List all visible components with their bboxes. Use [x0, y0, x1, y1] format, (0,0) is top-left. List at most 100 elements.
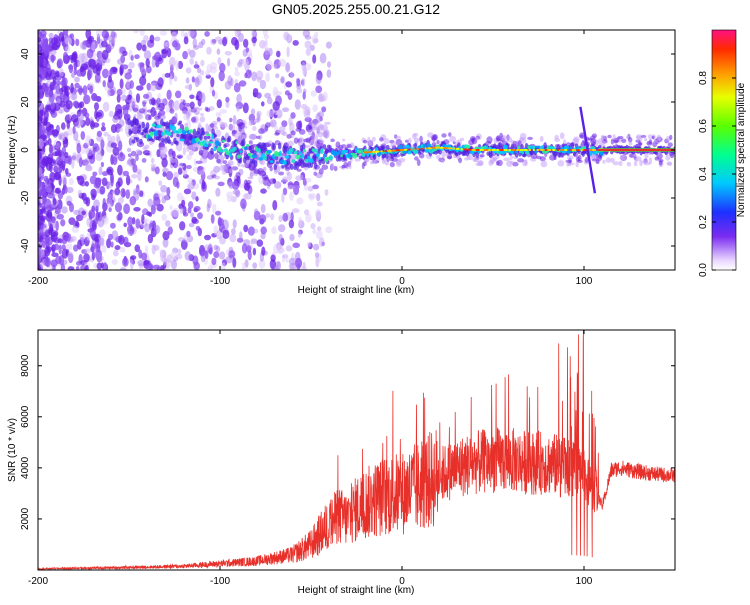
haze-blob — [519, 137, 525, 142]
haze-blob — [634, 157, 638, 163]
ridge-hotspot — [368, 151, 372, 154]
haze-blob — [572, 138, 579, 145]
noise-blob — [285, 81, 293, 88]
noise-blob — [232, 257, 237, 268]
haze-blob — [184, 102, 191, 107]
noise-blob — [47, 63, 51, 74]
haze-blob — [459, 137, 465, 141]
noise-blob — [205, 70, 211, 76]
noise-blob — [156, 149, 161, 158]
noise-blob — [112, 146, 120, 156]
ridge-core — [266, 149, 273, 154]
ridge-hotspot — [544, 148, 548, 152]
noise-blob — [90, 120, 95, 130]
noise-blob — [171, 259, 177, 270]
ridge-hotspot — [399, 148, 404, 152]
noise-blob — [69, 92, 76, 100]
noise-blob — [96, 262, 103, 270]
noise-blob — [122, 50, 128, 56]
colorbar-gradient — [712, 30, 736, 270]
noise-blob — [101, 122, 106, 127]
noise-blob — [94, 109, 98, 120]
noise-blob — [274, 264, 280, 270]
noise-blob — [98, 166, 103, 176]
noise-blob — [280, 77, 285, 84]
noise-blob — [234, 71, 241, 77]
haze-blob — [432, 134, 438, 141]
noise-blob — [111, 156, 118, 166]
ridge-hotspot — [468, 148, 472, 151]
noise-blob — [302, 108, 307, 115]
haze-blob — [237, 137, 242, 143]
noise-blob — [123, 203, 130, 215]
noise-blob — [64, 151, 69, 159]
noise-blob — [272, 101, 280, 111]
ridge-core — [219, 149, 224, 153]
noise-blob — [52, 198, 57, 206]
ridge-band — [199, 133, 203, 141]
noise-blob — [89, 228, 96, 239]
noise-blob — [266, 109, 274, 118]
noise-blob — [129, 196, 137, 206]
noise-blob — [39, 109, 44, 116]
noise-blob — [85, 196, 91, 207]
noise-blob — [147, 233, 154, 244]
y-tick-label: 2000 — [20, 507, 31, 530]
noise-blob — [189, 49, 196, 58]
haze-blob — [540, 160, 548, 168]
noise-blob — [117, 164, 123, 176]
haze-blob — [330, 138, 335, 143]
noise-blob — [38, 66, 42, 75]
ridge-band — [140, 132, 144, 136]
noise-blob — [77, 53, 86, 63]
snr-y-axis: 2000 4000 6000 8000 — [20, 354, 675, 530]
haze-blob — [144, 144, 150, 150]
noise-blob — [236, 105, 240, 112]
noise-blob — [77, 239, 82, 250]
haze-blob — [298, 129, 306, 135]
noise-blob — [70, 235, 77, 242]
haze-blob — [148, 114, 152, 121]
noise-blob — [127, 216, 134, 227]
noise-blob — [274, 90, 283, 96]
ridge-hotspot — [435, 146, 441, 149]
ridge-core — [181, 129, 187, 135]
colorbar-frame — [711, 29, 737, 271]
haze-blob — [499, 132, 503, 139]
noise-blob — [169, 205, 173, 210]
haze-blob — [607, 134, 612, 139]
noise-blob — [200, 59, 205, 67]
noise-blob — [230, 77, 234, 87]
noise-blob — [314, 252, 320, 259]
y-tick-label: -40 — [20, 238, 31, 253]
haze-blob — [414, 156, 419, 161]
haze-blob — [194, 106, 200, 110]
spectrogram-x-axis: -200 -100 0 100 — [28, 30, 593, 287]
ridge-core — [151, 123, 156, 127]
ridge-core — [228, 152, 232, 158]
ridge-core — [359, 149, 363, 154]
noise-blob — [65, 243, 73, 251]
noise-blob — [38, 205, 41, 216]
noise-blob — [266, 96, 273, 105]
noise-blob — [60, 79, 67, 88]
ridge-core — [426, 143, 432, 149]
noise-blob — [250, 30, 257, 38]
ridge-core — [307, 155, 311, 159]
noise-blob — [240, 198, 247, 209]
ridge-core — [332, 150, 338, 157]
ridge-hotspot — [588, 148, 592, 152]
noise-blob — [118, 234, 125, 245]
noise-blob — [50, 231, 58, 243]
noise-blob — [164, 72, 171, 78]
haze-blob — [321, 164, 329, 170]
noise-blob — [68, 217, 76, 226]
noise-blob — [144, 176, 149, 183]
haze-blob — [475, 136, 479, 141]
noise-blob — [194, 76, 200, 88]
haze-blob — [202, 151, 209, 157]
noise-blob — [74, 76, 80, 83]
noise-blob — [59, 92, 66, 103]
noise-blob — [221, 169, 227, 175]
noise-blob — [39, 197, 43, 204]
